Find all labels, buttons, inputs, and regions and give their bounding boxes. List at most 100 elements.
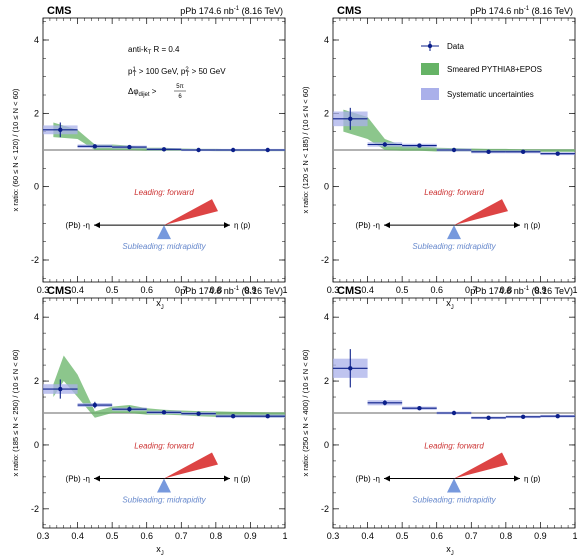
x-axis-label-sub: J: [161, 551, 164, 557]
y-tick-label: 4: [324, 312, 329, 322]
pt-sub1: T: [133, 72, 137, 78]
data-point: [348, 366, 353, 371]
lumi-text: pPb 174.6 nb: [470, 6, 524, 16]
jet-algo-b: R = 0.4: [151, 45, 180, 54]
data-point: [555, 151, 560, 156]
eta-left-label: (Pb) -η: [356, 474, 380, 483]
legend-data-marker: [427, 43, 433, 49]
lumi-sup: -1: [234, 6, 240, 12]
y-axis-label: x ratio: (120 ≤ N < 185) / (10 ≤ N < 60): [301, 86, 310, 214]
lumi-sup: -1: [234, 286, 240, 292]
x-tick-label: 0.9: [244, 531, 257, 541]
data-point: [486, 415, 491, 420]
pt-a: p: [128, 67, 133, 76]
lumi-text: pPb 174.6 nb: [180, 286, 234, 296]
x-tick-label: 0.6: [430, 285, 443, 295]
x-tick-label: 0.8: [500, 531, 513, 541]
forward-cone: [164, 452, 218, 479]
forward-cone: [454, 452, 508, 479]
data-point: [348, 116, 353, 122]
x-tick-label: 0.6: [140, 285, 153, 295]
x-axis-label-sub: J: [451, 551, 454, 557]
x-tick-label: 0.8: [210, 285, 223, 295]
pt-sub2: T: [186, 72, 190, 78]
x-tick-label: 0.8: [210, 531, 223, 541]
subleading-label: Subleading: midrapidity: [122, 495, 206, 504]
x-tick-label: 0.9: [534, 285, 547, 295]
lumi-energy: (8.16 TeV): [239, 286, 283, 296]
eta-arrow-right: [514, 222, 520, 229]
x-tick-label: 0.7: [465, 531, 478, 541]
pt-sup2: 2: [185, 67, 189, 73]
forward-cone: [164, 199, 218, 226]
x-axis-label: xJ: [156, 544, 164, 557]
panel-2: 0.3 0.4 0.5 0.6 0.7 0.8 0.9 1 -2 0 2 4 xJ x ratio: (1…: [301, 5, 578, 311]
data-point: [486, 149, 491, 155]
y-tick-label: 4: [34, 312, 39, 322]
panel-4: 0.3 0.4 0.5 0.6 0.7 0.8 0.9 1 -2 0 2 4 xJ x ratio: (2…: [301, 285, 578, 557]
lumi-energy: (8.16 TeV): [529, 286, 573, 296]
subleading-label: Subleading: midrapidity: [122, 242, 206, 251]
data-point: [161, 410, 167, 415]
x-tick-label: 0.5: [106, 531, 119, 541]
x-tick-label: 0.9: [534, 531, 547, 541]
x-axis-label: xJ: [156, 298, 164, 311]
y-tick-label: 4: [324, 35, 329, 45]
y-axis-label: x ratio: (185 ≤ N < 250) / (10 ≤ N < 60): [11, 349, 20, 477]
data-point: [520, 149, 526, 155]
x-tick-label: 0.8: [500, 285, 513, 295]
lumi-sup: -1: [524, 6, 530, 12]
y-tick-label: 0: [34, 440, 39, 450]
model-band: [53, 355, 285, 418]
y-tick-label: 2: [34, 376, 39, 386]
eta-right-label: η (p): [234, 474, 251, 483]
data-point: [230, 413, 236, 419]
pt-c: > 50 GeV: [189, 67, 226, 76]
eta-arrow-right: [224, 222, 230, 229]
pt-sup1: 1: [132, 67, 136, 73]
x-tick-label: 0.7: [175, 285, 188, 295]
dphi-frac-den: 6: [178, 94, 182, 100]
lumi-energy: (8.16 TeV): [529, 6, 573, 16]
x-tick-label: 0.7: [465, 285, 478, 295]
eta-left-label: (Pb) -η: [66, 221, 90, 230]
x-axis-label-sub: J: [451, 305, 454, 311]
eta-left-label: (Pb) -η: [356, 221, 380, 230]
y-tick-label: 2: [34, 108, 39, 118]
leading-label: Leading: forward: [424, 188, 484, 197]
cms-label: CMS: [337, 5, 361, 17]
eta-arrow-right: [514, 475, 520, 482]
eta-arrow-left: [384, 222, 390, 229]
data-point: [92, 144, 98, 149]
cms-label: CMS: [47, 285, 71, 297]
y-tick-label: 2: [324, 108, 329, 118]
legend-syst-label: Systematic uncertainties: [447, 90, 534, 99]
lumi-label: pPb 174.6 nb-1 (8.16 TeV): [470, 286, 573, 296]
lumi-energy: (8.16 TeV): [239, 6, 283, 16]
y-tick-label: 4: [34, 35, 39, 45]
data-point: [127, 406, 132, 412]
x-tick-label: 1: [572, 285, 577, 295]
dphi-b: >: [150, 87, 157, 96]
x-tick-label: 0.5: [396, 285, 409, 295]
data-point: [265, 147, 270, 153]
x-tick-label: 0.6: [430, 531, 443, 541]
midrapidity-cone: [447, 478, 461, 493]
pt-b: > 100 GeV, p: [136, 67, 185, 76]
data-point: [382, 142, 388, 147]
midrapidity-cone: [157, 478, 171, 493]
eta-right-label: η (p): [524, 221, 541, 230]
x-tick-label: 1: [282, 531, 287, 541]
cms-label: CMS: [47, 5, 71, 17]
y-tick-label: 0: [324, 182, 329, 192]
eta-right-label: η (p): [234, 221, 251, 230]
dphi-frac-num: 5π: [176, 84, 183, 90]
data-point: [230, 147, 236, 153]
x-tick-label: 0.4: [71, 531, 84, 541]
x-tick-label: 1: [572, 531, 577, 541]
data-point: [417, 143, 422, 148]
data-point: [555, 413, 560, 419]
data-point: [382, 400, 388, 405]
x-tick-label: 0.3: [37, 285, 50, 295]
y-tick-label: -2: [321, 255, 329, 265]
